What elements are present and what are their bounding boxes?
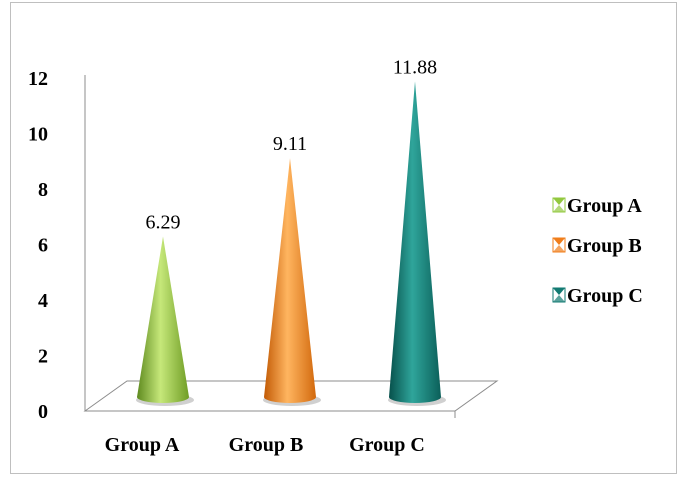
- y-tick-label: 8: [38, 179, 48, 201]
- cone-body: [389, 81, 441, 403]
- legend-label: Group B: [567, 235, 642, 257]
- y-tick-label: 2: [38, 346, 48, 368]
- cone-group-b: [263, 158, 321, 406]
- legend-marker-top: [553, 238, 565, 245]
- y-tick-label: 10: [28, 124, 48, 146]
- legend-swatch: [552, 197, 566, 213]
- data-label: 9.11: [273, 133, 307, 155]
- chart-frame: [10, 2, 677, 474]
- y-tick-label: 0: [38, 401, 48, 423]
- legend-swatch: [552, 237, 566, 253]
- x-tick-label: Group C: [349, 434, 425, 456]
- cone-body: [137, 236, 189, 403]
- legend-item: Group C: [552, 285, 643, 307]
- y-tick-label: 6: [38, 235, 48, 257]
- legend-item: Group B: [552, 235, 642, 257]
- y-tick-label: 12: [28, 68, 48, 90]
- cone-group-c: [388, 81, 446, 406]
- y-tick-label: 4: [38, 290, 48, 312]
- legend-item: Group A: [552, 195, 642, 217]
- legend-label: Group A: [567, 195, 642, 217]
- legend-marker-bottom: [553, 245, 565, 252]
- x-tick-label: Group A: [105, 434, 180, 456]
- data-label: 6.29: [146, 211, 181, 233]
- cone-group-a: [136, 236, 194, 406]
- x-tick-label: Group B: [229, 434, 304, 456]
- legend-marker-bottom: [553, 295, 565, 302]
- cone-body: [264, 158, 316, 403]
- legend-marker-bottom: [553, 205, 565, 212]
- legend-label: Group C: [567, 285, 643, 307]
- legend-marker-top: [553, 288, 565, 295]
- data-label: 11.88: [393, 56, 437, 78]
- legend-swatch: [552, 287, 566, 303]
- legend-marker-top: [553, 198, 565, 205]
